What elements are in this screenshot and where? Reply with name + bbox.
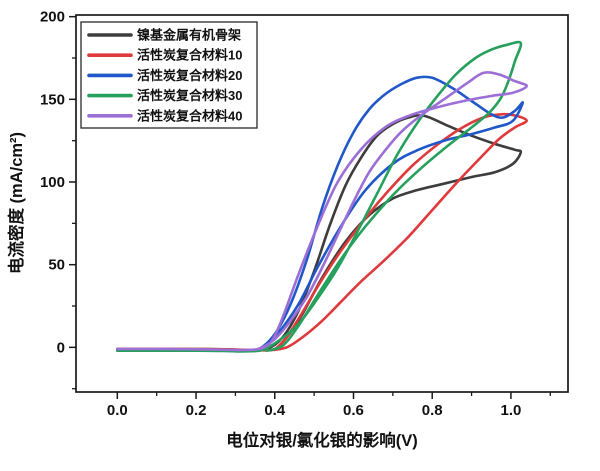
legend-label-0: 镍基金属有机骨架 xyxy=(137,28,241,43)
y-tick-label: 0 xyxy=(57,339,65,356)
x-tick-label: 0.6 xyxy=(343,402,364,419)
x-tick-label: 0.2 xyxy=(186,402,207,419)
legend-label-4: 活性炭复合材料40 xyxy=(137,108,242,123)
y-tick-label: 100 xyxy=(40,174,65,191)
y-tick-label: 50 xyxy=(48,257,65,274)
series-curve-4 xyxy=(116,71,528,352)
x-tick-label: 0.0 xyxy=(107,402,128,419)
legend-label-2: 活性炭复合材料20 xyxy=(137,68,242,83)
x-tick-label: 0.4 xyxy=(264,402,286,419)
legend-label-1: 活性炭复合材料10 xyxy=(137,48,242,63)
x-tick-label: 0.8 xyxy=(422,402,443,419)
series-curve-1 xyxy=(116,112,528,352)
y-tick-label: 200 xyxy=(40,9,65,26)
plot-frame xyxy=(75,14,569,393)
series-curve-3 xyxy=(116,40,523,353)
series-curve-0 xyxy=(116,114,523,352)
y-tick-label: 150 xyxy=(40,91,65,108)
legend-label-3: 活性炭复合材料30 xyxy=(137,88,242,103)
y-axis-title: 电流密度 (mA/cm²) xyxy=(6,132,26,274)
x-tick-label: 1.0 xyxy=(500,402,521,419)
x-axis-title: 电位对银/氯化银的影响(V) xyxy=(226,430,418,450)
